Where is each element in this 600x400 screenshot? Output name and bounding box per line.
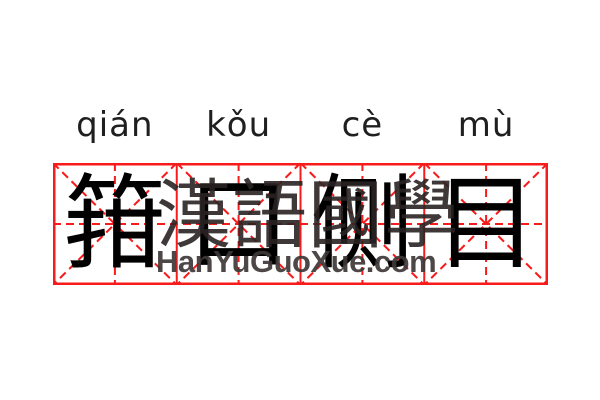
idiom-character-2: 口 [187,164,291,284]
pinyin-syllable-1: qián [76,105,154,145]
pinyin-syllable-2: kǒu [206,105,272,145]
idiom-character-1: 箝 [63,164,167,284]
practice-grid [53,163,548,285]
idiom-character-4: 目 [434,164,538,284]
pinyin-syllable-4: mù [457,105,515,145]
pinyin-syllable-3: cè [341,105,384,145]
idiom-characters: 箝 口 侧 目 [53,163,548,285]
idiom-character-3: 侧 [310,164,414,284]
pinyin-row: qián kǒu cè mù [53,103,548,147]
